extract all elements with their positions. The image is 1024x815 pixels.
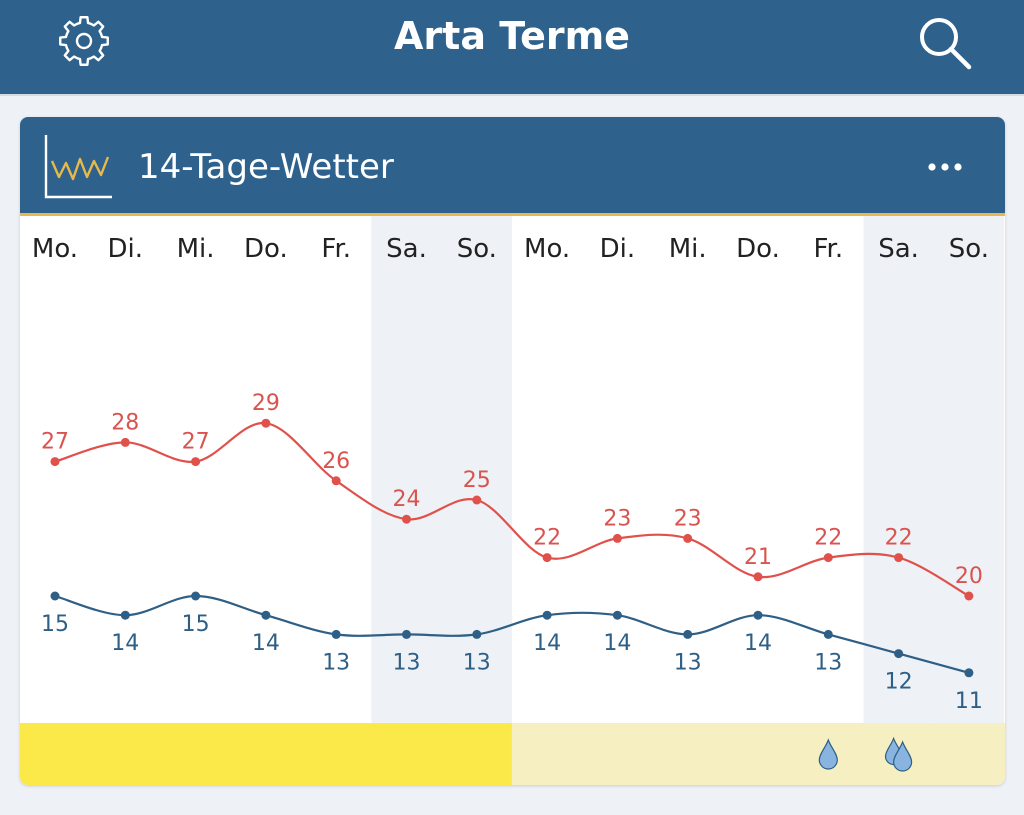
max-temp-label: 23 <box>603 506 631 531</box>
day-label: Mi. <box>177 234 215 264</box>
max-temp-point <box>894 553 904 563</box>
max-temp-point <box>753 572 763 582</box>
min-temp-line <box>54 594 970 674</box>
min-temp-point <box>823 629 833 639</box>
max-temp-label: 28 <box>111 410 139 435</box>
min-temp-point <box>261 610 271 620</box>
max-temp-point <box>964 591 974 601</box>
card-header-divider <box>20 213 1005 216</box>
search-icon[interactable] <box>916 14 974 72</box>
min-temp-label: 13 <box>393 650 421 675</box>
min-temp-label: 15 <box>41 612 69 637</box>
max-temp-point <box>472 495 482 505</box>
max-temp-point <box>402 514 411 524</box>
max-temp-label: 22 <box>885 526 913 551</box>
top-bar-divider <box>0 94 1024 96</box>
day-label: So. <box>949 234 989 264</box>
min-temp-label: 13 <box>463 650 491 675</box>
min-temp-label: 12 <box>885 670 913 695</box>
min-temp-label: 14 <box>603 631 631 656</box>
day-label: Mi. <box>669 234 707 264</box>
week1-band <box>20 723 512 785</box>
max-temp-point <box>823 553 833 563</box>
max-temp-label: 22 <box>814 526 842 551</box>
weekend-column <box>371 213 442 723</box>
max-temp-point <box>120 437 130 447</box>
max-temp-label: 27 <box>41 430 69 455</box>
min-temp-label: 13 <box>322 650 350 675</box>
week2-band <box>511 723 1005 785</box>
line-chart-icon <box>44 135 112 199</box>
min-temp-point <box>753 610 763 620</box>
max-temp-point <box>191 457 201 467</box>
forecast-card: Mo. Di. Mi. Do. Fr. Sa. So. Mo. Di. Mi. Do. Fr. Sa. S… <box>20 117 1005 785</box>
max-temp-point <box>683 533 693 543</box>
min-temp-point <box>894 649 904 659</box>
min-temp-point <box>612 610 622 620</box>
max-temp-line <box>54 422 970 597</box>
min-temp-point <box>331 629 341 639</box>
max-temp-point <box>542 553 552 563</box>
max-temp-label: 27 <box>182 430 210 455</box>
min-temp-label: 15 <box>182 612 210 637</box>
max-temp-label: 25 <box>463 468 491 493</box>
app-title: Arta Terme <box>394 14 630 58</box>
max-temp-label: 24 <box>393 487 421 512</box>
max-temp-label: 21 <box>744 545 772 570</box>
min-temp-point <box>120 610 130 620</box>
min-temp-label: 14 <box>111 631 139 656</box>
min-temp-point <box>683 629 693 639</box>
max-temp-point <box>50 457 60 467</box>
max-temp-label: 22 <box>533 526 561 551</box>
max-temp-point <box>612 533 622 543</box>
day-label: Fr. <box>321 234 351 264</box>
max-temp-label: 29 <box>252 391 280 416</box>
max-temp-label: 20 <box>955 564 983 589</box>
min-temp-label: 14 <box>533 631 561 656</box>
min-temp-label: 13 <box>674 650 702 675</box>
rain-drop-icon <box>892 740 913 772</box>
day-label: So. <box>457 234 497 264</box>
max-temp-label: 23 <box>674 506 702 531</box>
day-label: Di. <box>108 234 144 264</box>
min-temp-point <box>402 629 411 639</box>
gear-icon[interactable] <box>56 13 112 69</box>
day-label: Do. <box>244 234 288 264</box>
weekend-column <box>863 213 934 723</box>
card-header: 14-Tage-Wetter <box>20 117 1005 213</box>
rain-drop-icon <box>818 738 838 770</box>
day-label: Fr. <box>813 234 843 264</box>
min-temp-label: 13 <box>814 650 842 675</box>
day-label: Sa. <box>878 234 919 264</box>
card-title: 14-Tage-Wetter <box>138 147 394 187</box>
max-temp-label: 26 <box>322 449 350 474</box>
min-temp-point <box>964 668 974 678</box>
day-label: Mo. <box>524 234 570 264</box>
min-temp-point <box>472 629 482 639</box>
day-label: Sa. <box>386 234 427 264</box>
min-temp-label: 11 <box>955 689 983 714</box>
weekend-column <box>933 213 1005 723</box>
min-temp-label: 14 <box>744 631 772 656</box>
day-label: Mo. <box>32 234 78 264</box>
min-temp-label: 14 <box>252 631 280 656</box>
more-dots-icon[interactable] <box>920 147 970 187</box>
min-temp-point <box>50 591 60 601</box>
top-bar: Arta Terme <box>0 0 1024 94</box>
max-temp-point <box>331 476 341 486</box>
min-temp-point <box>191 591 201 601</box>
forecast-chart: Mo. Di. Mi. Do. Fr. Sa. So. Mo. Di. Mi. Do. Fr. Sa. S… <box>20 213 1005 785</box>
day-label: Di. <box>600 234 636 264</box>
max-temp-point <box>261 418 271 428</box>
day-label: Do. <box>736 234 780 264</box>
min-temp-point <box>542 610 552 620</box>
